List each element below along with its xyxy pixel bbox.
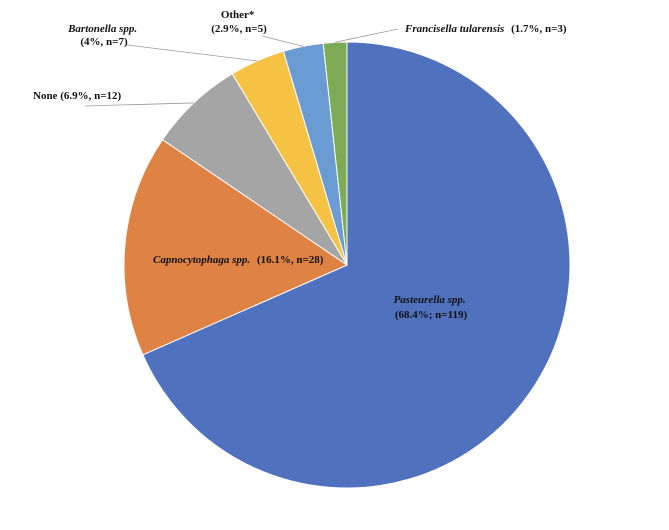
- label-other-detail: (2.9%, n=5): [211, 23, 267, 35]
- leader-line-other: [261, 35, 304, 47]
- pie-slice-capnocytophaga-spp: [123, 138, 349, 356]
- label-pasteurella: Pasteurella spp. (68.4%; n=119): [394, 294, 469, 321]
- label-capnocytophaga-detail: (16.1%, n=28): [257, 254, 324, 266]
- label-capnocytophaga: Capnocytophaga spp. (16.1%, n=28): [153, 254, 324, 266]
- label-bartonella-name: Bartonella spp.: [67, 23, 137, 35]
- label-other: Other* (2.9%, n=5): [211, 9, 267, 35]
- label-pasteurella-name: Pasteurella spp.: [394, 294, 466, 306]
- leader-line-bartonella: [126, 44, 258, 62]
- label-capnocytophaga-name: Capnocytophaga spp.: [153, 254, 250, 266]
- label-bartonella: Bartonella spp. (4%, n=7): [67, 23, 140, 48]
- label-francisella: Francisella tularensis (1.7%, n=3): [404, 23, 567, 35]
- leader-line-none: [84, 102, 194, 107]
- label-bartonella-detail: (4%, n=7): [80, 36, 128, 48]
- leader-lines: [84, 28, 399, 107]
- label-francisella-detail: (1.7%, n=3): [511, 23, 567, 35]
- label-other-name: Other*: [221, 9, 255, 21]
- leader-line-francisella: [335, 28, 399, 43]
- pie-slice-pasteurella-spp: [142, 41, 571, 489]
- label-francisella-name: Francisella tularensis: [404, 23, 504, 35]
- label-pasteurella-detail: (68.4%; n=119): [395, 309, 468, 321]
- pie-slices: [123, 41, 571, 489]
- label-none: None (6.9%, n=12): [33, 90, 121, 102]
